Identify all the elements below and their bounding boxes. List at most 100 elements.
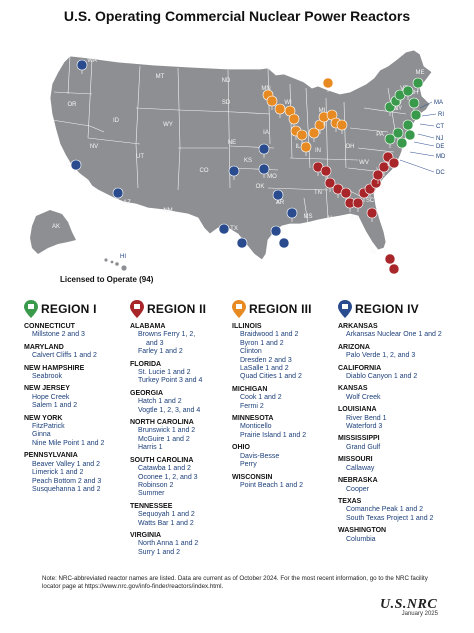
reactor-entry: Farley 1 and 2 [138, 348, 183, 356]
reactor-site-pin-icon [402, 85, 414, 100]
reactor-entry: Grand Gulf [346, 443, 381, 451]
region-3-state-name: WISCONSIN [232, 473, 273, 481]
region-1-state-name: NEW YORK [24, 414, 63, 422]
reactor-site-pin-icon [112, 187, 124, 202]
reactor-entry: FitzPatrick [32, 423, 65, 431]
reactor-entry: Catawba 1 and 2 [138, 465, 191, 473]
reactor-entry: Prairie Island 1 and 2 [240, 431, 307, 439]
state-label-ct: CT [436, 124, 444, 130]
region-3-header: REGION III [232, 300, 336, 318]
reactor-entry: Hatch 1 and 2 [138, 398, 182, 406]
reactor-entry: Browns Ferry 1, 2, [138, 331, 196, 339]
state-label-me: ME [416, 70, 425, 76]
region-2-state-name: ALABAMA [130, 323, 166, 330]
state-label-nj: NJ [436, 136, 443, 142]
state-label-or: OR [68, 102, 78, 108]
reactor-entry: Salem 1 and 2 [32, 402, 78, 410]
region-2-pin-icon [130, 300, 144, 318]
reactor-site-pin-icon [410, 109, 422, 124]
reactor-entry: Byron 1 and 2 [240, 339, 284, 347]
state-label-tx: TX [230, 226, 238, 232]
reactor-entry: Turkey Point 3 and 4 [138, 377, 203, 385]
region-1-state-name: NEW JERSEY [24, 385, 70, 393]
reactor-site-pin-icon [388, 263, 400, 278]
reactor-entry: Palo Verde 1, 2, and 3 [346, 352, 416, 360]
state-borders [51, 55, 407, 225]
region-3-state-name: MICHIGAN [232, 385, 268, 393]
region-3-state-name: MINNESOTA [232, 415, 274, 423]
reactor-entry: Peach Bottom 2 and 3 [32, 477, 102, 485]
state-label-sc: SC [366, 198, 375, 204]
reactor-entry: South Texas Project 1 and 2 [346, 514, 434, 522]
region-4-state-name: MISSOURI [338, 456, 373, 464]
region-1-title: REGION I [41, 301, 97, 316]
state-label-ga: GA [350, 216, 359, 222]
state-label-dc: DC [436, 170, 445, 176]
nrc-logo: U.S.NRC January 2025 [380, 597, 450, 617]
state-label-az: AZ [123, 200, 131, 206]
region-4-pin-icon [338, 300, 352, 318]
reactor-site-pin-icon [396, 137, 408, 152]
region-4-state-name: CALIFORNIA [338, 364, 382, 372]
state-label-ca: CA [66, 162, 74, 168]
region-2-state-name: TENNESSEE [130, 502, 173, 510]
reactor-site-pin-icon [274, 103, 286, 118]
reactor-site-pin-icon [286, 207, 298, 222]
page-title: U.S. Operating Commercial Nuclear Power … [63, 8, 411, 24]
state-label-fl: FL [370, 250, 378, 256]
reactor-entry: North Anna 1 and 2 [138, 540, 199, 548]
reactor-entry: and 3 [146, 339, 164, 347]
reactor-entry: Beaver Valley 1 and 2 [32, 460, 100, 468]
reactor-entry: Fermi 2 [240, 402, 264, 410]
state-label-md: MD [436, 154, 446, 160]
state-label-al: AL [326, 216, 334, 222]
reactor-entry: Nine Mile Point 1 and 2 [32, 439, 105, 447]
region-2-state-name: GEORGIA [130, 389, 164, 397]
region-1-panel: REGION I CONNECTICUT Millstone 2 and 3 M… [24, 300, 124, 494]
reactor-entry: Diablo Canyon 1 and 2 [346, 373, 418, 381]
state-label-nm: NM [163, 208, 172, 214]
reactor-site-pin-icon [364, 183, 376, 198]
state-label-ms: MS [304, 214, 313, 220]
reactor-entry: Wolf Creek [346, 393, 381, 401]
footnote: Note: NRC-abbreviated reactor names are … [42, 575, 428, 590]
reactor-entry: Surry 1 and 2 [138, 548, 181, 556]
region-4-state-name: ARIZONA [338, 343, 370, 351]
state-label-ny: NY [394, 106, 402, 112]
region-1-header: REGION I [24, 300, 124, 318]
reactor-entry: River Bend 1 [346, 414, 387, 422]
reactor-entry: Cooper [346, 485, 369, 493]
state-label-hi: HI [120, 254, 126, 260]
reactor-entry: LaSalle 1 and 2 [240, 365, 289, 373]
reactor-entry: Oconee 1, 2, and 3 [138, 473, 198, 481]
state-label-ak: AK [52, 224, 60, 230]
region-1-pin-icon [24, 300, 38, 318]
state-label-oh: OH [346, 144, 355, 150]
reactor-entry: Davis-Besse [240, 452, 280, 460]
reactor-site-pin-icon [412, 77, 424, 92]
alaska-landmass [30, 210, 76, 254]
reactor-entry: Braidwood 1 and 2 [240, 331, 299, 339]
region-3-title: REGION III [249, 301, 312, 316]
reactor-markers [70, 59, 424, 278]
reactor-entry: Point Beach 1 and 2 [240, 481, 304, 489]
reactor-site-pin-icon [388, 157, 400, 172]
state-label-in: IN [315, 148, 321, 154]
reactor-entry: Perry [240, 461, 257, 469]
reactor-site-pin-icon [258, 163, 270, 178]
reactor-entry: Ginna [32, 431, 51, 439]
reactor-site-pin-icon [404, 129, 416, 144]
region-2-header: REGION II [130, 300, 230, 318]
reactor-entry: Cook 1 and 2 [240, 394, 282, 402]
reactor-site-pin-icon [384, 101, 396, 116]
region-4-panel: REGION IV ARKANSAS Arkansas Nuclear One … [338, 300, 468, 544]
region-2-title: REGION II [147, 301, 207, 316]
region-1-state-name: NEW HAMPSHIRE [24, 364, 85, 372]
reactor-site-pin-icon [218, 223, 230, 238]
state-labels: WA OR CA NV ID MT WY UT CO AZ NM ND SD N… [52, 58, 446, 260]
reactor-site-pin-icon [76, 59, 88, 74]
reactor-entry: Millstone 2 and 3 [32, 331, 85, 339]
state-label-ne: NE [228, 140, 236, 146]
region-4-state-name: TEXAS [338, 497, 362, 505]
region-4-state-name: NEBRASKA [338, 477, 378, 485]
